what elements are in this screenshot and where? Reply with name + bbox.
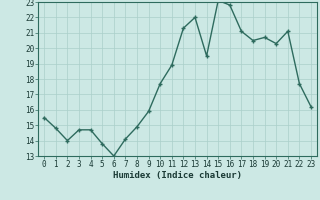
X-axis label: Humidex (Indice chaleur): Humidex (Indice chaleur)	[113, 171, 242, 180]
